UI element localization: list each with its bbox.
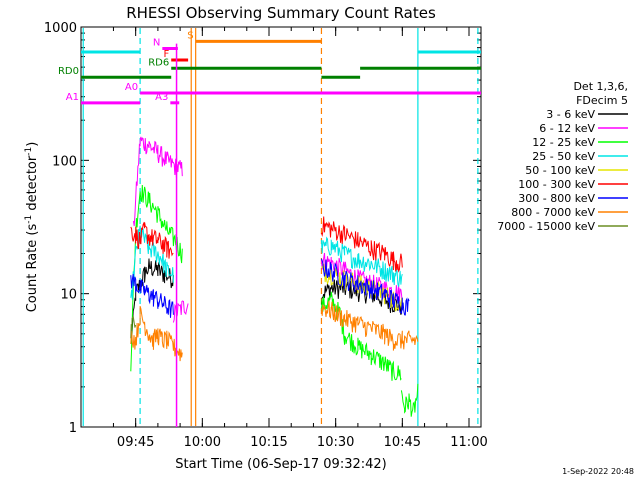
legend-header: Det 1,3,6,: [573, 80, 628, 93]
series-trace: [130, 225, 174, 300]
y-axis-label: Count Rate (s-1 detector-1): [24, 142, 40, 313]
generation-timestamp: 1-Sep-2022 20:48: [562, 467, 634, 476]
x-tick-label: 09:45: [117, 435, 154, 450]
legend-entry-label: 3 - 6 keV: [546, 108, 595, 121]
state-label: A0: [125, 82, 138, 93]
legend-entry-label: 12 - 25 keV: [532, 136, 595, 149]
legend-entry-label: 7000 - 15000 keV: [497, 220, 595, 233]
x-tick-label: 10:15: [250, 435, 287, 450]
state-label: A3: [155, 92, 168, 103]
series-trace: [130, 305, 183, 362]
state-label: S: [187, 30, 193, 41]
series-trace: [130, 315, 137, 339]
legend-header: FDecim 5: [576, 94, 628, 107]
state-label: A1: [66, 92, 79, 103]
legend-entry-label: 6 - 12 keV: [539, 122, 595, 135]
legend-entry-label: 300 - 800 keV: [518, 192, 595, 205]
series-trace: [320, 258, 410, 316]
x-tick-label: 10:30: [317, 435, 354, 450]
y-tick-label: 1: [69, 421, 77, 436]
series-trace: [130, 273, 174, 318]
legend-entry-label: 50 - 100 keV: [525, 164, 595, 177]
series-trace: [400, 383, 419, 417]
x-tick-label: 10:45: [384, 435, 421, 450]
y-tick-label: 1000: [44, 21, 77, 36]
series-trace: [320, 300, 419, 351]
x-tick-label: 10:00: [184, 435, 221, 450]
legend-entry-label: 25 - 50 keV: [532, 150, 595, 163]
chart-title: RHESSI Observing Summary Count Rates: [126, 4, 436, 22]
plot-frame: [80, 26, 482, 428]
x-tick-label: 11:00: [450, 435, 487, 450]
y-tick-label: 10: [60, 288, 77, 303]
series-trace: [130, 221, 174, 259]
y-tick-label: 100: [52, 154, 77, 169]
state-label: RD0: [58, 66, 79, 77]
state-label: F: [163, 49, 169, 60]
series-trace: [172, 300, 189, 323]
x-axis-label: Start Time (06-Sep-17 09:32:42): [175, 457, 386, 472]
legend-entry-label: 800 - 7000 keV: [511, 206, 595, 219]
legend-entry-label: 100 - 300 keV: [518, 178, 595, 191]
series-trace: [130, 184, 183, 372]
state-label: N: [153, 37, 160, 48]
series-trace: [320, 216, 403, 273]
series-trace: [132, 136, 183, 227]
state-label: RD6: [148, 57, 169, 68]
series-trace: [320, 236, 403, 287]
